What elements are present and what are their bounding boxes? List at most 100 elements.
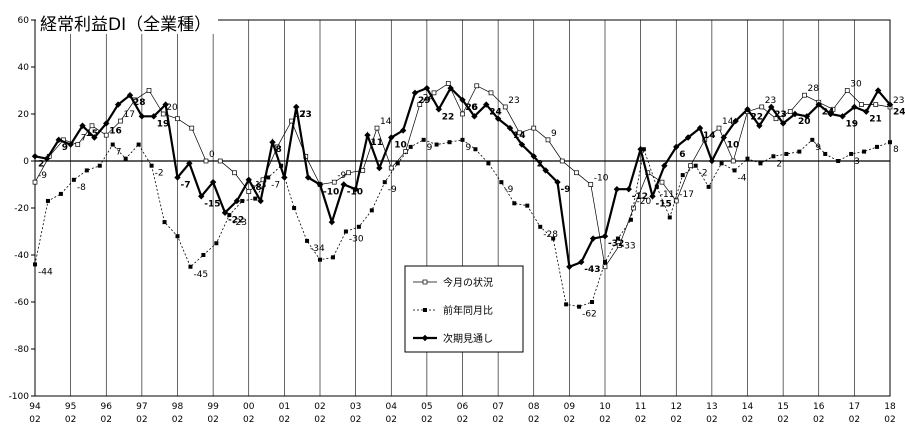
- series-point-2: [732, 117, 739, 125]
- data-label-2: 11: [371, 138, 384, 148]
- x-tick-year: 03: [350, 402, 361, 412]
- series-point-1: [201, 253, 206, 257]
- legend-marker-1: [423, 308, 427, 312]
- series-point-2: [494, 115, 502, 122]
- series-point-1: [836, 159, 841, 163]
- series-point-2: [589, 235, 597, 242]
- series-point-1: [512, 201, 517, 206]
- data-label-2: 19: [846, 119, 859, 129]
- series-point-2: [779, 120, 787, 127]
- x-tick-year: 05: [421, 402, 432, 412]
- data-label-2: 24: [822, 108, 835, 118]
- x-tick-month: 02: [706, 415, 717, 425]
- series-point-2: [245, 176, 252, 183]
- data-label-2: -10: [323, 188, 339, 198]
- series-point-2: [55, 136, 62, 144]
- data-label-1: -28: [543, 230, 558, 240]
- data-label-0: 14: [722, 117, 734, 127]
- series-point-2: [162, 101, 169, 108]
- x-tick-month: 02: [172, 415, 183, 425]
- series-point-0: [217, 158, 223, 164]
- series-point-0: [802, 92, 807, 98]
- data-label-2: -8: [252, 183, 262, 193]
- series-point-0: [545, 137, 551, 143]
- data-label-1: 8: [893, 145, 899, 155]
- series-point-2: [79, 122, 86, 129]
- x-tick-year: 15: [777, 402, 788, 412]
- series-point-1: [84, 168, 89, 173]
- series-point-1: [266, 175, 271, 180]
- data-label-1: 7: [116, 148, 122, 158]
- x-tick-month: 02: [314, 415, 325, 425]
- series-point-0: [360, 168, 366, 173]
- series-point-0: [346, 170, 351, 176]
- series-point-0: [531, 125, 537, 131]
- series-point-1: [771, 154, 776, 159]
- series-point-2: [281, 174, 288, 181]
- legend-label-0: 今月の状況: [443, 276, 493, 289]
- series-point-0: [830, 106, 836, 112]
- x-tick-year: 12: [671, 402, 682, 412]
- series-point-1: [330, 255, 335, 260]
- series-point-2: [637, 146, 644, 153]
- data-label-2: 10: [727, 141, 740, 151]
- series-point-1: [641, 147, 646, 152]
- series-point-0: [859, 102, 864, 107]
- series-point-1: [473, 147, 478, 152]
- series-point-0: [189, 125, 195, 131]
- series-point-2: [138, 113, 146, 120]
- series-point-1: [382, 180, 387, 185]
- series-point-1: [149, 163, 154, 168]
- series-point-2: [411, 89, 419, 97]
- series-point-2: [815, 101, 822, 108]
- series-point-2: [67, 141, 74, 148]
- series-point-1: [460, 137, 465, 142]
- data-label-2: 29: [418, 96, 431, 106]
- series-point-1: [434, 142, 439, 147]
- series-point-1: [693, 163, 698, 168]
- series-point-0: [232, 170, 237, 176]
- series-point-1: [227, 213, 232, 218]
- data-label-2: 2: [38, 159, 44, 169]
- data-label-1: -23: [232, 218, 247, 228]
- series-point-0: [673, 198, 679, 204]
- series-point-0: [460, 111, 465, 117]
- series-point-0: [118, 118, 123, 124]
- series-point-2: [506, 124, 514, 132]
- series-point-0: [844, 88, 850, 93]
- data-label-0: 24: [423, 94, 435, 104]
- x-tick-month: 02: [421, 415, 432, 425]
- legend-marker-0: [422, 279, 428, 285]
- x-tick-year: 09: [564, 402, 576, 412]
- series-point-1: [395, 161, 400, 166]
- data-label-2: -22: [228, 216, 244, 226]
- y-tick-label: 40: [18, 63, 30, 73]
- series-point-2: [364, 131, 371, 139]
- y-tick-label: 0: [23, 157, 29, 167]
- legend-label-2: 次期見通し: [443, 332, 493, 345]
- data-label-2: -10: [347, 188, 363, 198]
- series-point-1: [136, 142, 141, 147]
- series-point-1: [214, 241, 219, 246]
- series-point-1: [590, 300, 595, 304]
- series-point-2: [423, 84, 431, 92]
- data-label-2: -15: [204, 199, 220, 209]
- x-tick-month: 02: [101, 415, 112, 425]
- y-tick-label: 60: [18, 16, 30, 26]
- series-point-2: [114, 101, 122, 108]
- data-label-0: 17: [124, 110, 135, 120]
- series-point-2: [43, 155, 51, 162]
- series-point-0: [274, 144, 280, 150]
- data-label-1: 9: [466, 143, 472, 153]
- series-point-1: [305, 238, 310, 243]
- x-tick-month: 02: [65, 415, 76, 425]
- series-point-2: [791, 110, 799, 118]
- series-point-1: [667, 215, 672, 220]
- series-point-2: [578, 258, 585, 266]
- series-point-2: [471, 113, 478, 120]
- data-label-2: 14: [513, 131, 526, 141]
- data-label-0: -10: [594, 174, 609, 184]
- series-point-2: [625, 186, 632, 193]
- series-point-0: [559, 158, 565, 164]
- series-point-2: [566, 263, 573, 270]
